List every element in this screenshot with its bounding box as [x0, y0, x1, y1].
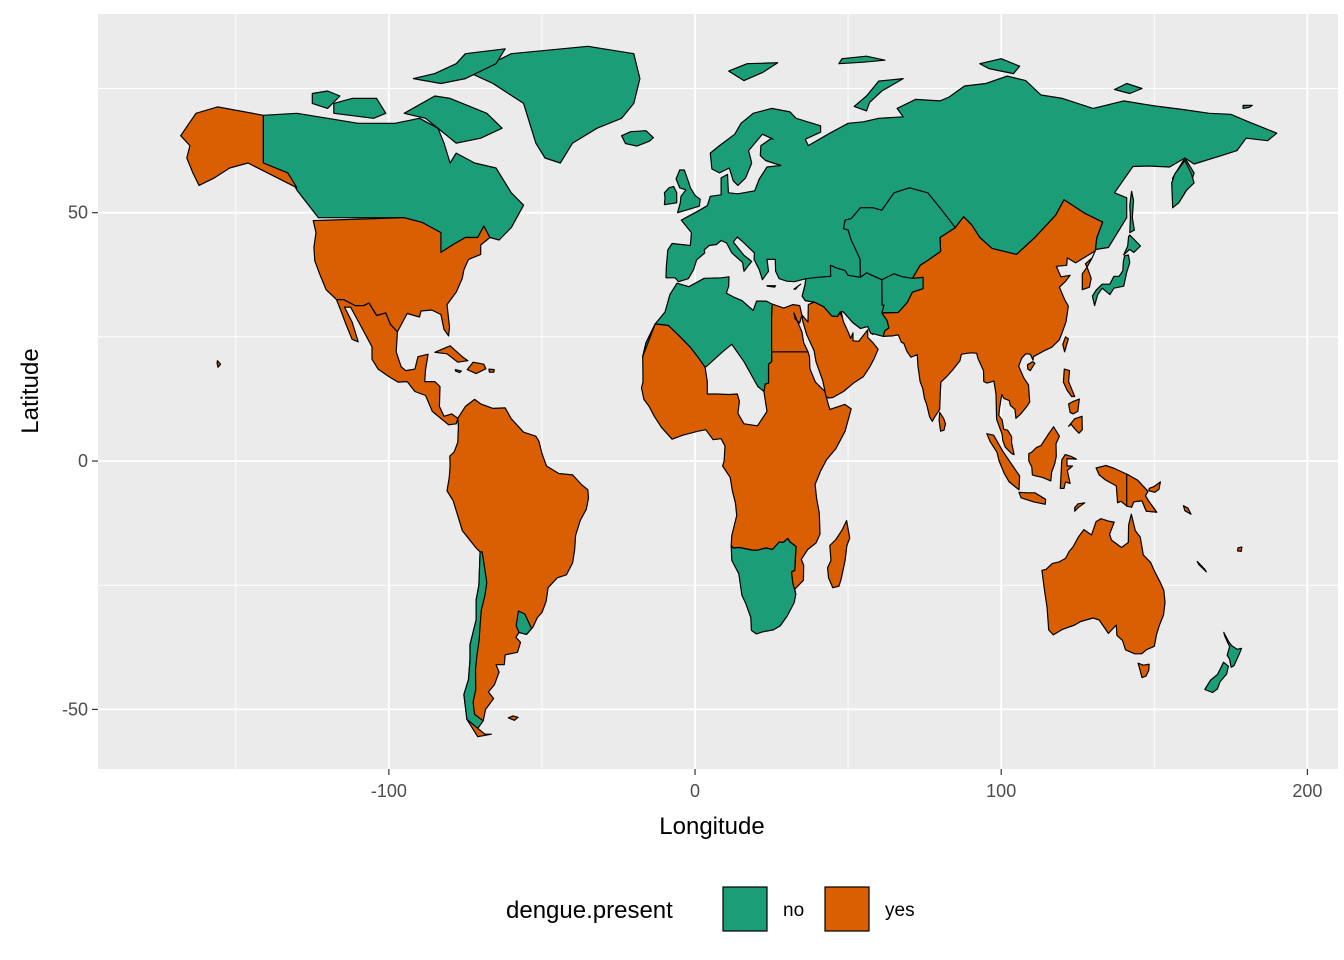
region-europe-and-north-asia [665, 75, 1278, 335]
region-greenland [470, 45, 641, 164]
region-banks-island [311, 90, 341, 110]
region-sakhalin [1129, 190, 1136, 234]
y-tick-label: 0 [78, 451, 88, 471]
region-java [1018, 491, 1047, 505]
region-mexico-and-central-america [335, 299, 459, 426]
region-borneo [1028, 426, 1061, 482]
region-baffin-ellesmere [412, 48, 506, 85]
region-new-zealand-north [1223, 631, 1243, 668]
region-philippines-mindanao [1067, 415, 1083, 434]
region-uruguay [515, 610, 533, 636]
region-cyprus [793, 283, 802, 290]
legend-label-yes: yes [885, 900, 915, 921]
region-ireland [663, 185, 678, 206]
region-tasmania [1137, 662, 1150, 679]
region-timor [1074, 502, 1086, 512]
country-polygons [180, 45, 1278, 738]
region-hainan [1026, 361, 1036, 372]
region-philippines-visayas [1067, 398, 1080, 415]
legend: dengue.present no yes [506, 886, 915, 932]
region-alaska [180, 106, 298, 189]
region-sri-lanka [938, 411, 947, 432]
y-tick-label: 50 [68, 203, 88, 223]
region-new-siberian-is [1113, 82, 1143, 95]
region-cuba [434, 345, 469, 363]
region-egypt [770, 303, 809, 353]
region-iceland [620, 130, 655, 147]
region-japan [1091, 254, 1131, 307]
y-tick-label: -50 [62, 699, 88, 719]
region-falklands [507, 715, 519, 721]
region-new-britain [1148, 481, 1162, 493]
region-hispaniola [466, 361, 487, 375]
region-australia [1041, 513, 1166, 655]
region-new-guinea-png-part [1126, 473, 1158, 513]
region-wrangel [1242, 104, 1253, 110]
x-tick-label: 0 [690, 781, 700, 801]
region-victoria-island [333, 97, 387, 119]
y-axis-ticks: 50 0 -50 [62, 203, 98, 719]
region-kamchatka [1171, 159, 1195, 209]
x-axis-ticks: -100 0 100 200 [371, 769, 1322, 801]
region-taiwan [1062, 336, 1069, 353]
region-novaya-zemlya [853, 77, 904, 112]
region-jamaica [454, 369, 462, 374]
region-fiji [1236, 546, 1243, 553]
region-canada [262, 112, 525, 253]
region-great-britain [675, 169, 701, 214]
legend-title: dengue.present [506, 897, 673, 924]
region-hokkaido [1123, 234, 1142, 256]
region-svalbard [728, 62, 779, 82]
region-sulawesi [1059, 454, 1078, 489]
region-philippines-luzon [1062, 368, 1076, 398]
legend-key-no [722, 886, 768, 932]
region-middle-east-no [801, 264, 890, 337]
region-hawaii [216, 360, 222, 368]
region-franz-josef [838, 55, 886, 65]
region-madagascar [826, 519, 851, 589]
region-caribbean-lesser-antilles [488, 368, 495, 373]
region-africa [640, 323, 852, 595]
region-arctic-islands [403, 95, 503, 144]
region-sumatra [986, 433, 1021, 491]
x-tick-label: 100 [986, 781, 1016, 801]
region-russia-arctic-islands [979, 58, 1021, 75]
legend-key-yes [824, 886, 870, 932]
region-southern-africa [730, 537, 797, 635]
region-vanuatu-new-caledonia [1196, 560, 1207, 573]
x-tick-label: 200 [1292, 781, 1322, 801]
region-crete [766, 285, 777, 288]
region-central-asia-no [842, 187, 956, 281]
x-tick-label: -100 [371, 781, 407, 801]
region-new-zealand-south [1204, 661, 1230, 694]
x-axis-title: Longitude [659, 813, 764, 840]
region-solomon-is [1182, 505, 1192, 515]
region-chile [463, 551, 488, 729]
y-axis-title: Latitude [17, 348, 44, 433]
region-south-asia [881, 199, 1104, 456]
legend-label-no: no [783, 900, 804, 921]
